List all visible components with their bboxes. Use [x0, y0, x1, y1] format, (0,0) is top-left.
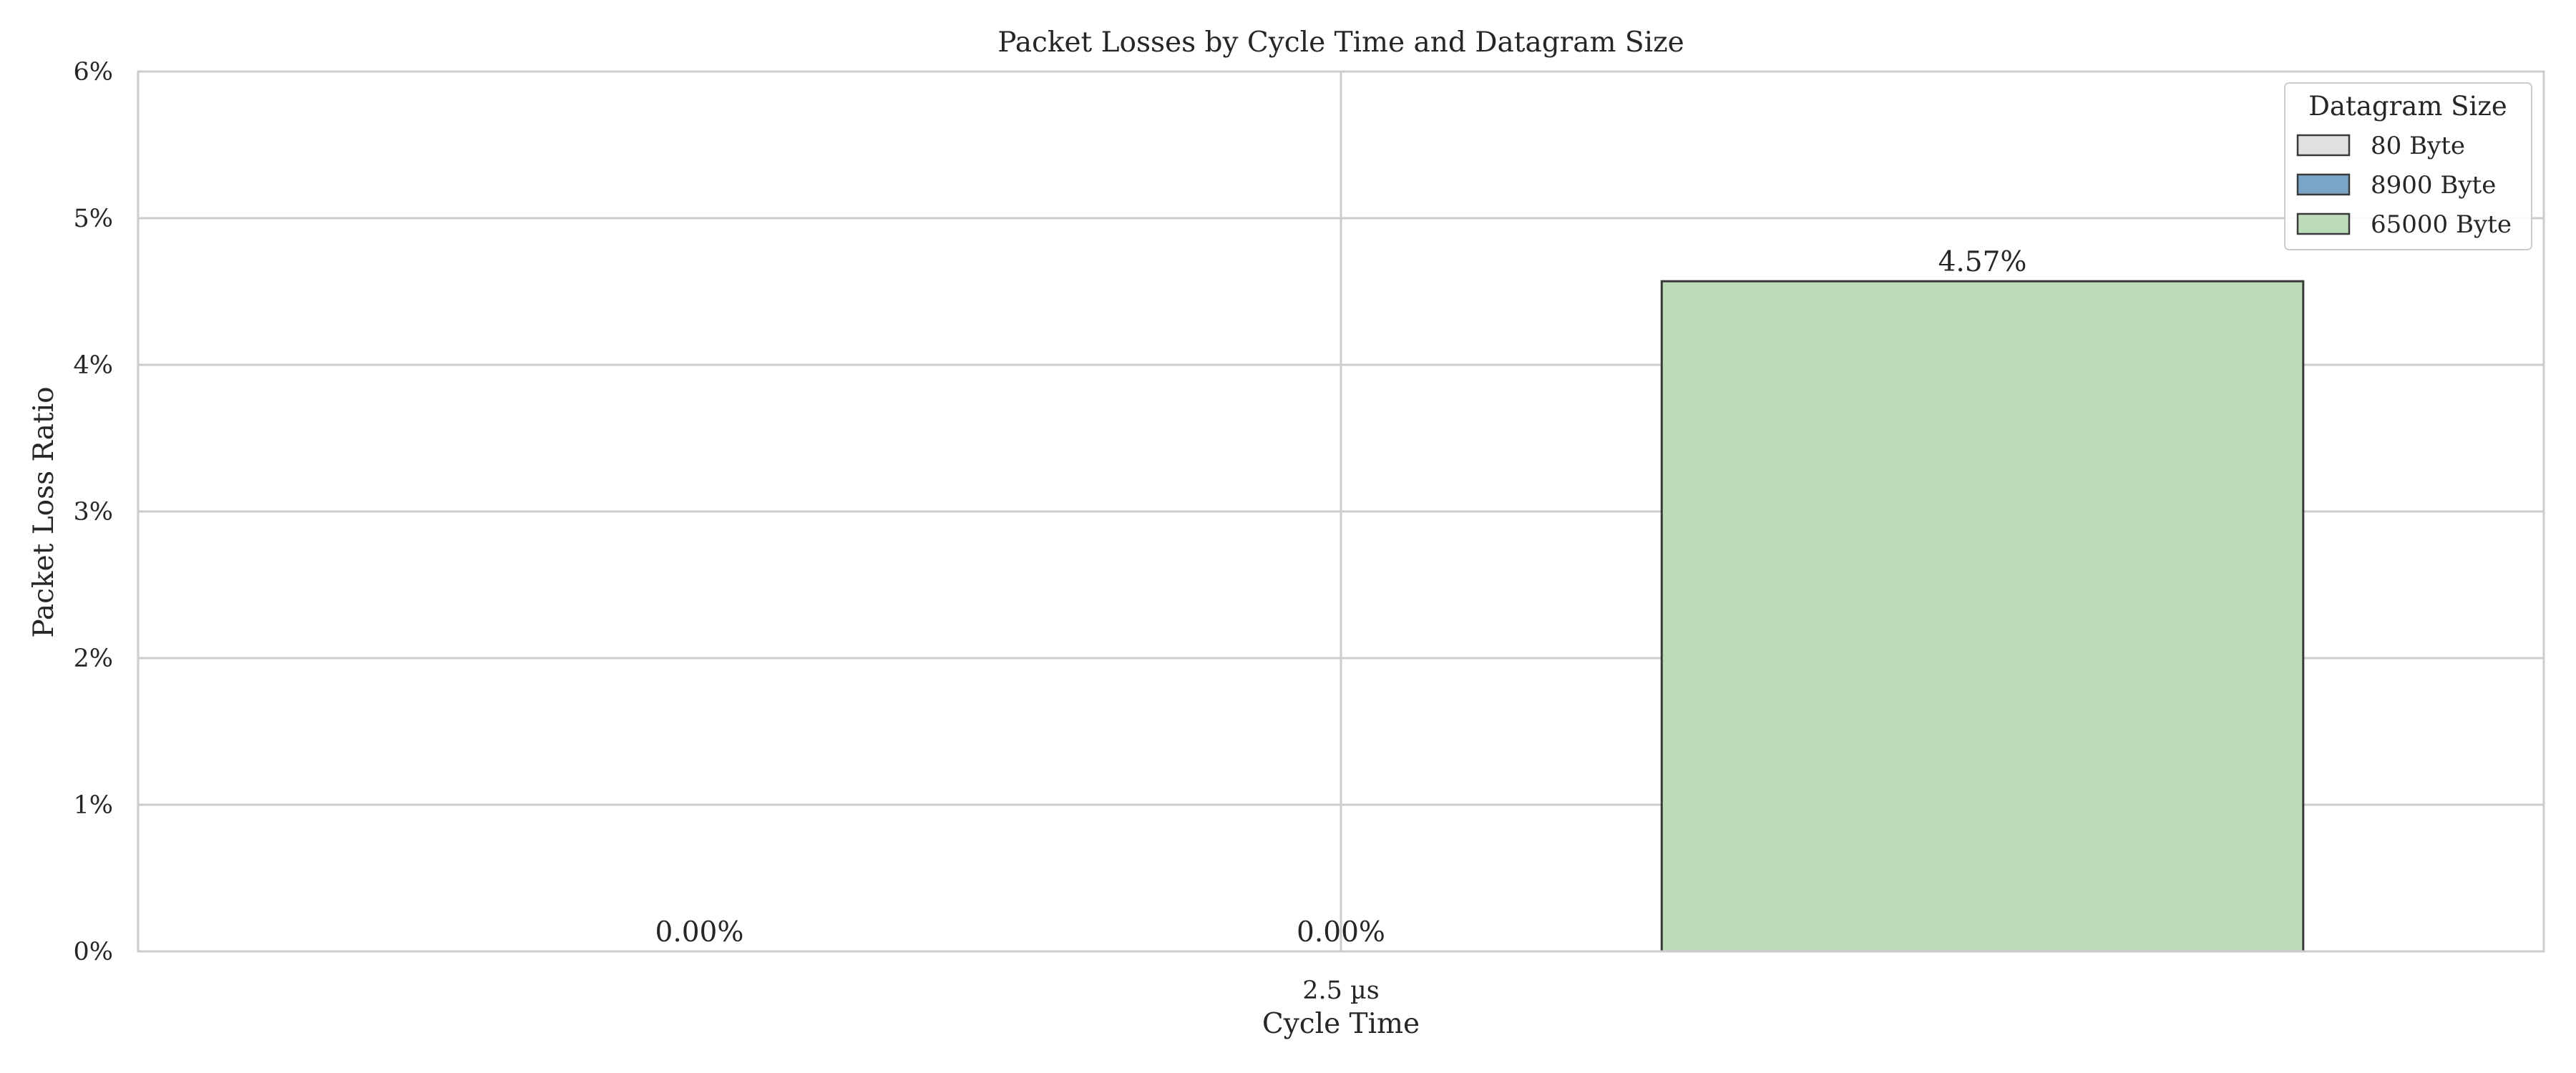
y-tick-label: 3% — [73, 498, 113, 526]
y-ticks: 0% 1% 2% 3% 4% 5% 6% — [73, 58, 113, 966]
legend-item: 65000 Byte — [2296, 210, 2512, 239]
legend-item: 8900 Byte — [2296, 171, 2496, 200]
y-tick-label: 4% — [73, 351, 113, 380]
y-tick-label: 5% — [73, 205, 113, 233]
bar-value-labels: 0.00% 0.00% 4.57% — [655, 246, 2027, 949]
y-tick-label: 1% — [73, 791, 113, 820]
legend-items: 80 Byte 8900 Byte 65000 Byte — [2296, 132, 2512, 239]
legend-title: Datagram Size — [2308, 91, 2507, 122]
legend: Datagram Size 80 Byte 8900 Byte 65000 Byte — [2284, 82, 2532, 250]
bar-value-label: 0.00% — [655, 916, 744, 949]
x-axis-label: Cycle Time — [1262, 1008, 1420, 1040]
bar-value-label: 4.57% — [1938, 246, 2027, 278]
legend-label: 65000 Byte — [2371, 210, 2512, 239]
x-tick-label: 2.5 µs — [1302, 976, 1380, 1005]
bar-value-label: 0.00% — [1297, 916, 1385, 949]
bars — [1660, 280, 2305, 953]
x-ticks: 2.5 µs — [1302, 976, 1380, 1005]
legend-swatch — [2296, 134, 2351, 157]
legend-box — [2284, 82, 2532, 250]
y-tick-label: 6% — [73, 58, 113, 87]
y-axis-label: Packet Loss Ratio — [28, 386, 60, 637]
y-tick-label: 2% — [73, 645, 113, 673]
plot-frame — [137, 70, 2545, 953]
y-tick-label: 0% — [73, 938, 113, 966]
chart-title: Packet Losses by Cycle Time and Datagram… — [997, 26, 1684, 59]
legend-swatch — [2296, 212, 2351, 235]
legend-label: 80 Byte — [2371, 132, 2465, 160]
bar — [1660, 280, 2305, 953]
legend-swatch — [2296, 173, 2351, 196]
legend-label: 8900 Byte — [2371, 171, 2496, 200]
legend-item: 80 Byte — [2296, 132, 2465, 160]
